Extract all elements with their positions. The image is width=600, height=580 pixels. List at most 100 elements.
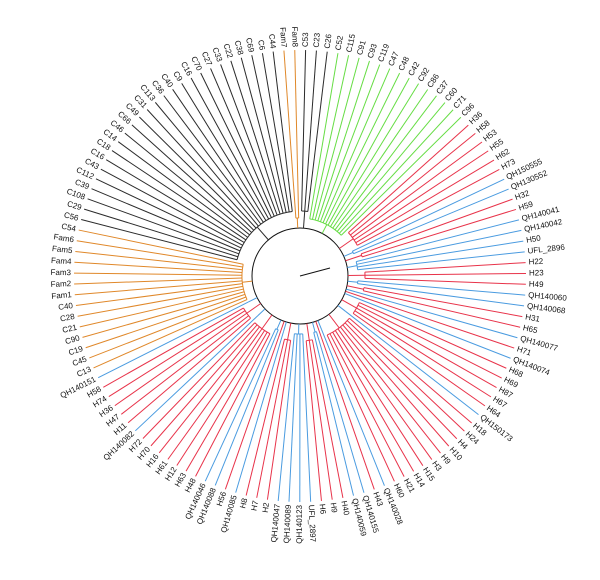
branch [315,58,359,220]
group-stem [346,289,356,292]
group-stem [344,252,353,256]
root-branch [300,268,330,276]
group-stem [345,291,361,296]
branch [103,308,243,387]
leaf-label: C26 [323,33,334,49]
branch [77,241,243,267]
leaf-label: H23 [529,268,544,277]
leaf-label: H50 [525,233,541,244]
leaf-label: QH140089 [282,504,293,544]
leaf-label: Fam5 [52,244,74,255]
group-stem [338,305,346,311]
leaf-label: C44 [267,33,278,49]
group-stem [242,281,252,282]
branch [339,110,453,234]
group-stem [342,300,357,308]
leaf-label: H49 [529,280,545,290]
leaf-label: H6 [318,504,328,516]
branch [306,341,321,501]
branch [312,340,343,498]
branch [346,312,479,415]
branch [295,50,299,218]
branch [74,273,242,275]
leaf-label: Fam6 [53,232,75,244]
branch [278,334,294,501]
group-stem [348,281,358,282]
group-stem [322,225,327,234]
group-stem [248,298,257,303]
leaf-label: QH140123 [295,504,304,543]
leaf-label: Fam4 [51,256,73,266]
leaf-label: C23 [312,32,322,48]
group-arc [276,329,279,330]
leaf-label: C40 [58,301,74,312]
branch [303,334,311,502]
branch [335,96,436,230]
branch [84,209,238,257]
branch [191,78,269,219]
branch [357,230,522,264]
leaf-label: QH140047 [269,503,282,543]
leaf-label: H9 [329,502,339,514]
group-stem [329,314,339,328]
leaf-label: C21 [61,323,78,335]
group-stem [288,323,291,340]
branch [362,209,516,256]
leaf-label: H22 [528,257,544,267]
branch [302,50,306,211]
branch [215,330,278,486]
leaf-label: C6 [256,39,267,51]
leaf-label: Fam8 [290,27,299,48]
branch [101,169,243,245]
leaf-label: C69 [244,37,256,54]
group-arc [363,288,364,291]
group-arc [352,251,353,254]
group-stem [247,304,261,314]
leaf-label: H8 [238,497,249,510]
group-stem [277,320,281,329]
branch [362,297,515,348]
group-stem [258,309,265,316]
leaf-label: H2 [261,501,271,513]
group-stem [347,266,357,268]
leaf-label: C28 [59,312,76,324]
branch [327,335,394,481]
branch [309,340,332,499]
leaf-label: Fam2 [51,279,72,289]
branch [357,169,499,245]
group-stem [312,322,315,332]
branch [365,273,526,275]
branch [365,263,526,273]
branch [267,340,290,499]
leaf-label: H7 [249,499,260,511]
branch [356,160,494,243]
branch [354,189,509,254]
branch [333,90,428,229]
leaf-label: C52 [334,34,345,51]
branch [333,332,414,471]
branch [82,292,244,338]
leaf-label: H40 [339,500,351,517]
branch [356,292,518,338]
branch [78,286,243,316]
branch [231,61,280,214]
leaf-label: QH140060 [528,291,568,303]
branch [363,291,520,327]
group-arc [361,254,362,257]
group-stem [316,321,322,337]
group-stem [262,315,272,329]
branch [211,68,275,216]
leaf-label: H65 [522,323,539,335]
branch [257,340,288,498]
branch [341,117,461,235]
group-stem [257,227,268,240]
leaf-label: Fam7 [278,27,288,49]
leaf-label: C54 [61,222,78,234]
leaf-label: Fam3 [51,268,72,277]
group-stem [307,324,309,341]
leaf-label: H31 [525,312,542,324]
leaf-label: C56 [63,210,80,223]
branch [186,332,267,471]
